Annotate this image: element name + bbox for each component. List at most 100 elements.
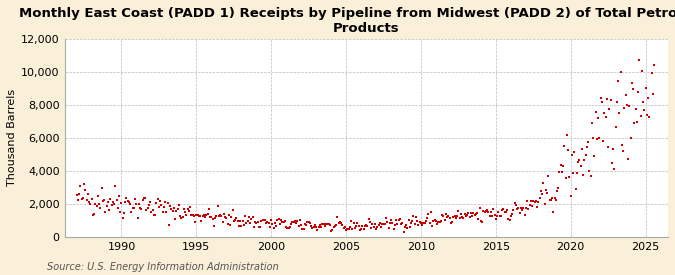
- Point: [372, 225, 383, 229]
- Point: [504, 218, 515, 222]
- Point: [257, 218, 268, 222]
- Point: [137, 198, 148, 203]
- Point: [634, 58, 645, 62]
- Point: [217, 219, 228, 224]
- Point: [96, 185, 107, 190]
- Point: [198, 213, 209, 217]
- Point: [357, 224, 368, 228]
- Point: [438, 214, 449, 218]
- Point: [544, 197, 555, 202]
- Point: [95, 206, 106, 210]
- Point: [635, 114, 646, 119]
- Point: [434, 220, 445, 224]
- Point: [468, 211, 479, 215]
- Point: [202, 211, 213, 216]
- Point: [165, 204, 176, 208]
- Point: [269, 220, 280, 225]
- Point: [140, 196, 151, 200]
- Point: [237, 219, 248, 223]
- Point: [562, 133, 572, 137]
- Point: [566, 194, 576, 199]
- Point: [205, 214, 215, 219]
- Point: [318, 222, 329, 226]
- Point: [558, 164, 568, 168]
- Point: [578, 173, 589, 177]
- Point: [457, 215, 468, 220]
- Point: [151, 200, 162, 205]
- Point: [212, 204, 223, 209]
- Point: [559, 144, 570, 148]
- Point: [484, 214, 495, 218]
- Point: [269, 226, 279, 230]
- Point: [547, 196, 558, 200]
- Point: [107, 200, 118, 204]
- Point: [513, 206, 524, 210]
- Point: [623, 157, 634, 161]
- Point: [413, 223, 424, 227]
- Point: [626, 81, 637, 85]
- Point: [472, 210, 483, 215]
- Point: [630, 107, 641, 111]
- Point: [285, 225, 296, 229]
- Point: [491, 214, 502, 219]
- Point: [207, 217, 218, 221]
- Point: [263, 221, 274, 225]
- Point: [319, 224, 330, 229]
- Point: [191, 213, 202, 217]
- Point: [584, 168, 595, 173]
- Point: [326, 229, 337, 233]
- Point: [403, 217, 414, 222]
- Point: [277, 220, 288, 225]
- Point: [389, 223, 400, 228]
- Point: [444, 216, 455, 220]
- Point: [376, 225, 387, 229]
- Point: [250, 220, 261, 225]
- Point: [110, 184, 121, 189]
- Point: [251, 221, 262, 225]
- Point: [240, 214, 250, 218]
- Point: [599, 111, 610, 115]
- Point: [267, 222, 278, 226]
- Point: [147, 208, 158, 213]
- Point: [124, 200, 134, 204]
- Point: [491, 217, 502, 221]
- Point: [246, 217, 256, 221]
- Point: [332, 215, 343, 219]
- Point: [310, 223, 321, 227]
- Point: [173, 202, 184, 207]
- Point: [585, 173, 596, 178]
- Point: [94, 202, 105, 207]
- Point: [182, 207, 193, 211]
- Point: [176, 216, 187, 220]
- Point: [485, 210, 496, 214]
- Point: [291, 221, 302, 225]
- Point: [453, 209, 464, 213]
- Point: [308, 225, 319, 229]
- Point: [342, 227, 353, 231]
- Point: [358, 227, 369, 231]
- Point: [614, 111, 625, 115]
- Point: [462, 213, 472, 218]
- Point: [261, 221, 271, 226]
- Point: [638, 100, 649, 104]
- Point: [87, 213, 98, 218]
- Point: [506, 214, 516, 219]
- Point: [128, 206, 138, 210]
- Point: [482, 208, 493, 212]
- Point: [612, 100, 622, 104]
- Point: [368, 225, 379, 229]
- Point: [475, 206, 485, 210]
- Point: [566, 153, 577, 157]
- Point: [572, 170, 583, 175]
- Point: [132, 216, 143, 220]
- Point: [528, 199, 539, 203]
- Point: [382, 220, 393, 225]
- Point: [488, 207, 499, 211]
- Point: [575, 164, 586, 169]
- Point: [493, 210, 504, 214]
- Point: [351, 224, 362, 228]
- Point: [290, 218, 300, 223]
- Point: [81, 198, 92, 203]
- Point: [367, 222, 378, 226]
- Point: [593, 116, 603, 120]
